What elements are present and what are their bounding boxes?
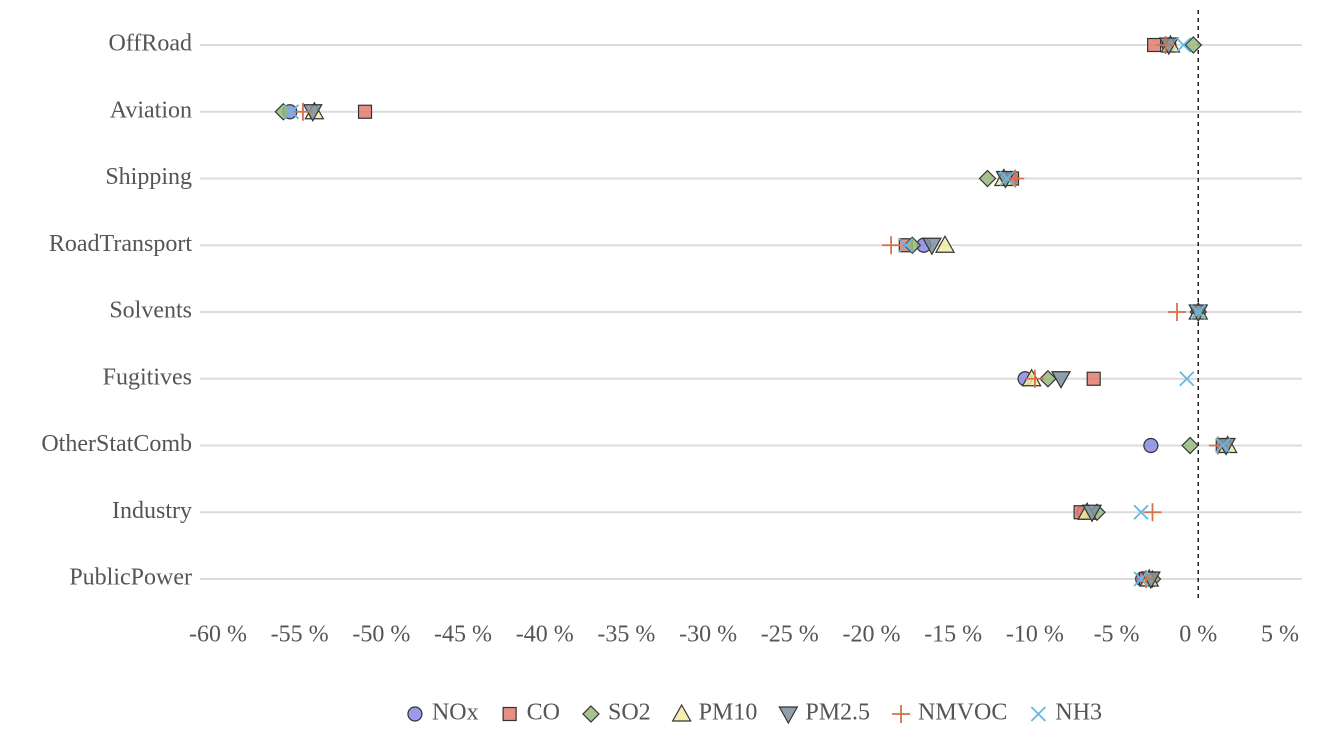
x-tick-label: -35 % [597, 622, 655, 648]
legend-marker [1030, 706, 1047, 722]
y-tick-label: OffRoad [108, 31, 192, 57]
data-point [302, 104, 323, 122]
data-point [1086, 371, 1101, 386]
data-point [1082, 504, 1103, 523]
legend-label: SO2 [608, 700, 651, 726]
legend-marker [582, 705, 600, 723]
data-point [1025, 369, 1044, 388]
data-point [1133, 504, 1149, 520]
data-point [999, 170, 1015, 187]
y-tick-label: RoadTransport [49, 231, 192, 257]
legend-item: NH3 [1030, 700, 1102, 726]
legend-item: CO [502, 700, 560, 726]
data-point [1215, 437, 1231, 454]
data-point [1143, 503, 1162, 522]
y-tick-label: Fugitives [103, 364, 192, 390]
legend-label: NOx [432, 700, 479, 726]
legend-marker [671, 703, 692, 722]
x-tick-label: 0 % [1179, 622, 1217, 648]
x-tick-label: -55 % [271, 622, 329, 648]
x-tick-label: -10 % [1006, 622, 1064, 648]
x-tick-label: -50 % [352, 622, 410, 648]
legend-marker [407, 706, 423, 722]
legend-item: PM2.5 [778, 700, 870, 726]
legend-marker [778, 706, 799, 725]
y-tick-label: Aviation [110, 97, 192, 123]
data-point [1181, 436, 1199, 455]
data-point [357, 104, 373, 119]
x-tick-label: -45 % [434, 622, 492, 648]
data-point [293, 102, 312, 121]
x-tick-label: -25 % [761, 622, 819, 648]
data-point [1133, 571, 1149, 587]
x-tick-label: -30 % [679, 622, 737, 648]
x-tick-label: 5 % [1261, 622, 1299, 648]
x-tick-label: -15 % [924, 622, 982, 648]
data-point [882, 236, 901, 255]
legend-item: SO2 [582, 700, 651, 726]
data-point [1175, 37, 1192, 53]
legend-label: NH3 [1055, 700, 1102, 726]
data-point [283, 104, 300, 120]
data-point [1184, 36, 1203, 54]
data-point [1156, 36, 1175, 54]
legend-label: CO [527, 700, 560, 726]
legend-item: NMVOC [892, 700, 1007, 726]
y-tick-label: OtherStatComb [41, 431, 192, 457]
data-point [898, 237, 914, 253]
data-point [934, 235, 956, 253]
legend-item: NOx [407, 700, 479, 726]
legend: NOx CO SO2 PM10 PM2.5 NMVOC NH3 [407, 700, 1102, 726]
data-point [1039, 369, 1057, 388]
legend-marker [502, 706, 517, 722]
x-tick-label: -40 % [516, 622, 574, 648]
legend-label: PM10 [699, 700, 758, 726]
data-point [1143, 437, 1159, 454]
data-point [1190, 304, 1206, 320]
x-tick-label: -20 % [843, 622, 901, 648]
x-tick-label: -60 % [189, 622, 247, 648]
y-tick-label: Industry [112, 498, 192, 524]
data-point [903, 236, 922, 255]
data-point [1006, 169, 1025, 188]
legend-marker [892, 705, 911, 723]
y-tick-label: Shipping [105, 164, 192, 190]
data-point [1050, 371, 1072, 389]
data-point [978, 169, 997, 188]
y-tick-label: Solvents [109, 298, 192, 324]
data-point [1021, 368, 1042, 387]
y-tick-label: PublicPower [69, 565, 192, 591]
data-point [921, 237, 942, 256]
x-tick-label: -5 % [1094, 622, 1140, 648]
data-point [1168, 303, 1187, 321]
data-point [1158, 37, 1179, 56]
legend-label: NMVOC [918, 700, 1007, 726]
data-point [1179, 371, 1195, 387]
legend-item: PM10 [671, 700, 758, 726]
legend-label: PM2.5 [805, 700, 870, 726]
